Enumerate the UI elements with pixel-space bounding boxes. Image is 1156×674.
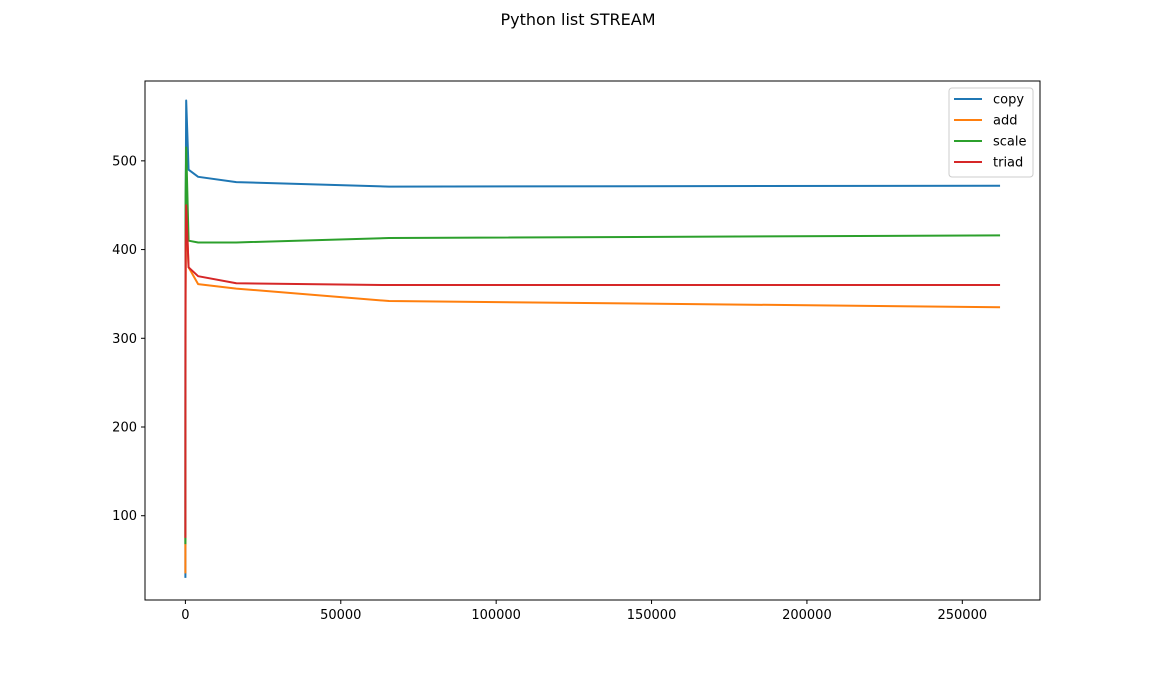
y-tick-label: 400 xyxy=(112,243,137,258)
legend-label-triad: triad xyxy=(993,156,1023,171)
y-tick-label: 500 xyxy=(112,154,137,169)
plot-area-frame xyxy=(144,80,1041,601)
x-tick-label: 250000 xyxy=(937,608,987,623)
x-tick-label: 200000 xyxy=(782,608,832,623)
series-line-triad xyxy=(184,204,1001,538)
x-tick-label: 0 xyxy=(181,608,189,623)
legend: copy add scale triad xyxy=(948,87,1034,178)
series-line-add xyxy=(184,205,1001,574)
y-axis: 100 200 300 400 500 xyxy=(112,154,145,524)
y-tick-label: 100 xyxy=(112,509,137,524)
series-lines xyxy=(184,99,1001,578)
legend-box xyxy=(948,87,1034,178)
x-tick-label: 50000 xyxy=(320,608,361,623)
x-axis: 0 50000 100000 150000 200000 250000 xyxy=(181,600,987,623)
legend-label-scale: scale xyxy=(993,135,1027,150)
legend-label-copy: copy xyxy=(993,93,1024,108)
series-line-scale xyxy=(184,146,1001,545)
legend-label-add: add xyxy=(993,114,1017,129)
series-line-copy xyxy=(184,99,1001,578)
x-tick-label: 150000 xyxy=(627,608,677,623)
x-tick-label: 100000 xyxy=(471,608,521,623)
chart-title: Python list STREAM xyxy=(500,10,656,29)
y-tick-label: 300 xyxy=(112,332,137,347)
y-tick-label: 200 xyxy=(112,421,137,436)
